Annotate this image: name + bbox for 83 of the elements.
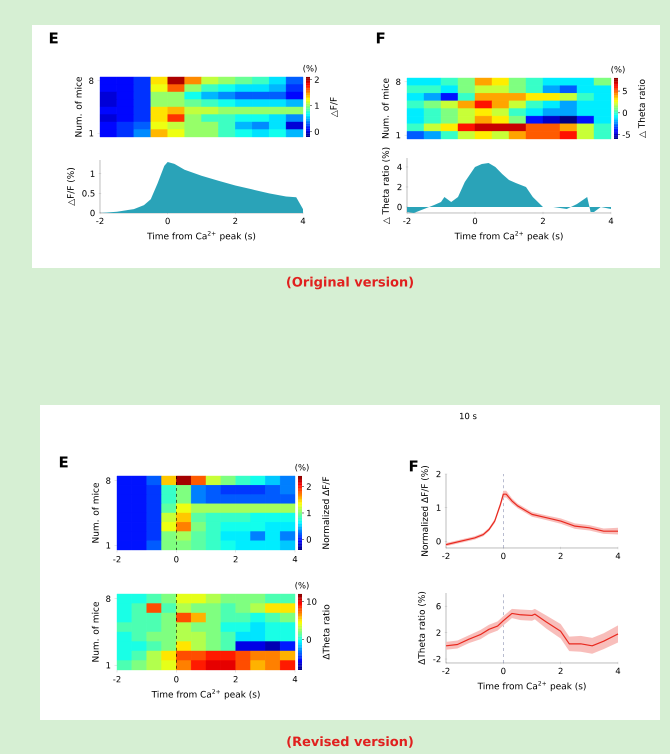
- color-bar-label: 0: [306, 536, 312, 543]
- x-tick-label: -2: [113, 676, 120, 682]
- x-axis-title: Time from Ca$^{2+}$ peak (s): [478, 681, 586, 692]
- x-tick-label: 2: [540, 218, 545, 224]
- color-bar-title: △ Theta ratio: [638, 80, 646, 138]
- y-axis-title: Num. of mice: [92, 482, 99, 543]
- text: (%): [611, 66, 625, 74]
- x-tick-label: 4: [292, 676, 298, 682]
- color-bar-label: 1: [307, 510, 311, 516]
- color-bar-label: 2: [314, 76, 319, 83]
- y-axis-title: ΔTheta ratio (%): [418, 592, 426, 665]
- text: (Original version): [287, 276, 413, 290]
- x-tick-label: 2: [234, 556, 238, 562]
- y-axis-title: Normalized ΔF/F (%): [421, 466, 430, 556]
- y-tick-label: 1: [436, 504, 440, 511]
- chart-title: F: [410, 460, 418, 472]
- y-tick-label: 6: [436, 603, 441, 610]
- x-tick-label: 2: [558, 668, 563, 674]
- y-tick-label: 0.5: [82, 190, 94, 197]
- y-tick-label: 0: [90, 210, 95, 216]
- text: (%): [295, 582, 309, 590]
- x-tick-label: 2: [558, 552, 563, 560]
- text: 10 s: [460, 412, 477, 420]
- x-tick-label: 4: [608, 218, 614, 224]
- y-axis-title: △F/F (%): [66, 168, 75, 206]
- x-tick-label: 2: [233, 218, 238, 224]
- chart-title: F: [376, 32, 384, 44]
- y-tick-label: 1: [106, 662, 110, 668]
- y-tick-label: -2: [433, 656, 440, 662]
- y-tick-label: 8: [106, 596, 110, 602]
- color-bar-label: 2: [306, 483, 311, 490]
- y-tick-label: 4: [397, 164, 402, 170]
- x-tick-label: 4: [616, 552, 620, 559]
- x-tick-label: -2: [442, 668, 450, 674]
- color-bar-label: 5: [622, 88, 627, 94]
- x-axis-title: Time from Ca$^{2+}$ peak (s): [152, 689, 260, 700]
- y-tick-label: 8: [106, 477, 110, 484]
- y-tick-label: 8: [89, 78, 94, 84]
- x-axis-title: Time from Ca$^{2+}$ peak (s): [147, 231, 256, 242]
- color-bar-label: 0: [306, 636, 312, 643]
- x-tick-label: 4: [292, 556, 298, 562]
- y-axis-title: Num. of mice: [92, 602, 99, 662]
- color-bar-label: 0: [622, 110, 628, 116]
- y-tick-label: 1: [106, 542, 110, 548]
- y-tick-label: 2: [397, 184, 402, 190]
- x-tick-label: 0: [174, 676, 178, 682]
- y-tick-label: 0: [436, 538, 441, 544]
- x-tick-label: -2: [403, 218, 410, 224]
- y-tick-label: 2: [436, 629, 440, 636]
- color-bar-title: Normalized ΔF/F: [322, 476, 330, 549]
- y-axis-title: Num. of mice: [382, 78, 389, 138]
- x-tick-label: 0: [501, 552, 506, 560]
- color-bar-label: -5: [622, 131, 630, 138]
- color-bar-label: 10: [307, 598, 316, 605]
- x-tick-label: 0: [501, 668, 506, 674]
- y-tick-label: 1: [90, 170, 94, 177]
- text: (%): [303, 64, 317, 72]
- x-axis-title: Time from Ca$^{2+}$ peak (s): [454, 231, 563, 242]
- x-tick-label: 2: [234, 676, 238, 682]
- y-tick-label: 1: [396, 132, 400, 138]
- color-bar-label: 1: [315, 102, 319, 109]
- x-tick-label: 4: [300, 218, 306, 224]
- x-tick-label: -2: [96, 218, 104, 224]
- y-tick-label: 8: [396, 78, 400, 86]
- x-tick-label: 0: [174, 556, 178, 562]
- x-tick-label: 4: [616, 668, 620, 674]
- color-bar-label: 0: [314, 128, 320, 135]
- x-tick-label: 0: [166, 218, 170, 224]
- chart-title: E: [60, 456, 68, 468]
- text: (%): [295, 464, 309, 472]
- chart-title: E: [50, 32, 58, 44]
- y-axis-title: Num. of mice: [74, 76, 82, 137]
- color-bar-title: △F/F: [330, 97, 338, 118]
- y-axis-title: △ Theta ratio (%): [382, 148, 390, 224]
- y-tick-label: 0: [397, 204, 402, 210]
- x-tick-label: -2: [442, 552, 450, 560]
- x-tick-label: -2: [113, 556, 120, 562]
- y-tick-label: 2: [436, 470, 440, 478]
- color-bar-title: ΔTheta ratio: [322, 604, 330, 660]
- x-tick-label: 0: [472, 218, 478, 224]
- line-series: [445, 612, 619, 646]
- y-tick-label: 1: [90, 130, 94, 136]
- text: (Revised version): [287, 736, 413, 748]
